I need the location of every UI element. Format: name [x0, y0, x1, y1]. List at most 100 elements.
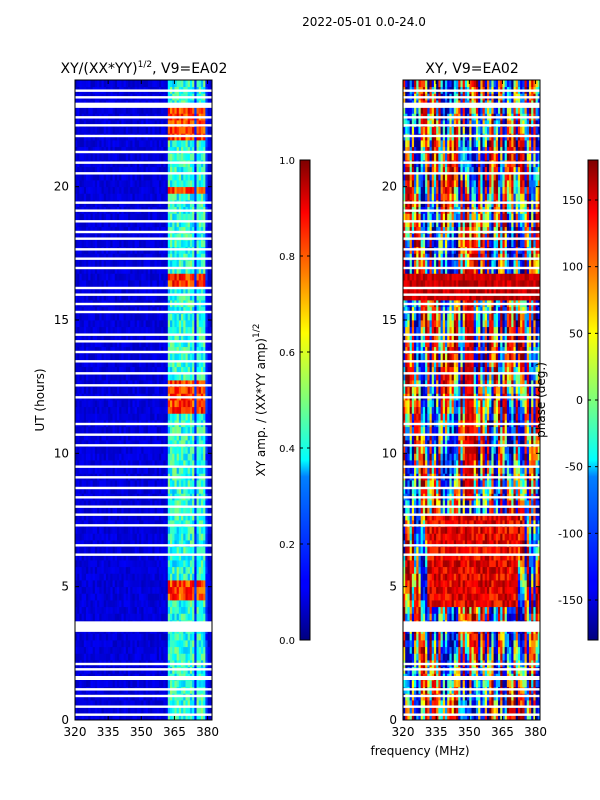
- amplitude-cell: [156, 560, 160, 568]
- amplitude-cell: [97, 633, 100, 641]
- amplitude-cell: [103, 180, 107, 188]
- amplitude-cell: [132, 633, 136, 641]
- amplitude-cell: [79, 453, 83, 461]
- amplitude-cell: [167, 213, 171, 221]
- amplitude-cell: [130, 520, 133, 528]
- amplitude-cell: [81, 533, 85, 541]
- amplitude-cell: [196, 513, 200, 521]
- amplitude-cell: [123, 380, 127, 388]
- amplitude-cell: [145, 646, 149, 654]
- amplitude-cell: [99, 600, 102, 608]
- amplitude-cell: [172, 706, 175, 714]
- amplitude-cell: [94, 546, 98, 554]
- amplitude-cell: [170, 306, 173, 314]
- amplitude-cell: [163, 440, 166, 448]
- amplitude-cell: [161, 320, 164, 328]
- amplitude-cell: [196, 373, 200, 381]
- amplitude-cell: [77, 273, 80, 281]
- amplitude-cell: [194, 553, 197, 561]
- amplitude-cell: [110, 613, 113, 621]
- amplitude-cell: [77, 280, 80, 288]
- amplitude-cell: [141, 680, 144, 688]
- amplitude-cell: [187, 653, 191, 661]
- amplitude-cell: [167, 460, 171, 468]
- amplitude-cell: [125, 193, 129, 201]
- amplitude-cell: [90, 440, 94, 448]
- amplitude-cell: [198, 553, 202, 561]
- amplitude-cell: [194, 706, 197, 714]
- amplitude-cell: [156, 486, 160, 494]
- amplitude-cell: [152, 320, 155, 328]
- amplitude-cell: [94, 446, 98, 454]
- amplitude-cell: [97, 346, 100, 354]
- amplitude-cell: [141, 713, 144, 720]
- amplitude-cell: [172, 253, 175, 261]
- amplitude-cell: [114, 646, 118, 654]
- amplitude-cell: [156, 413, 160, 421]
- amplitude-cell: [194, 466, 197, 474]
- amplitude-cell: [183, 266, 186, 274]
- amplitude-cell: [125, 606, 129, 614]
- amplitude-cell: [141, 566, 144, 574]
- amplitude-cell: [94, 613, 98, 621]
- amplitude-cell: [112, 346, 116, 354]
- amplitude-cell: [79, 253, 83, 261]
- amplitude-cell: [132, 240, 136, 248]
- amplitude-cell: [136, 386, 140, 394]
- amplitude-cell: [172, 193, 175, 201]
- amplitude-cell: [145, 333, 149, 341]
- amplitude-cell: [161, 560, 164, 568]
- amplitude-cell: [150, 480, 153, 488]
- amplitude-cell: [176, 573, 180, 581]
- amplitude-cell: [183, 533, 186, 541]
- amplitude-cell: [81, 553, 85, 561]
- amplitude-cell: [123, 506, 127, 514]
- amplitude-cell: [174, 273, 178, 281]
- amplitude-cell: [119, 180, 122, 188]
- amplitude-cell: [141, 553, 144, 561]
- amplitude-cell: [90, 253, 94, 261]
- amplitude-cell: [143, 680, 147, 688]
- amplitude-cell: [116, 560, 120, 568]
- amplitude-cell: [174, 326, 178, 334]
- amplitude-cell: [110, 540, 113, 548]
- amplitude-cell: [198, 706, 202, 714]
- amplitude-cell: [112, 360, 116, 368]
- amplitude-cell: [141, 546, 144, 554]
- amplitude-cell: [189, 413, 193, 421]
- amplitude-cell: [88, 546, 91, 554]
- amplitude-cell: [176, 293, 180, 301]
- amplitude-cell: [200, 226, 204, 234]
- amplitude-cell: [167, 713, 171, 720]
- amplitude-cell: [203, 266, 206, 274]
- amplitude-cell: [86, 313, 89, 321]
- amplitude-cell: [150, 600, 153, 608]
- amplitude-cell: [183, 646, 186, 654]
- amplitude-cell: [134, 520, 138, 528]
- amplitude-cell: [163, 646, 166, 654]
- amplitude-cell: [209, 313, 212, 321]
- amplitude-cell: [81, 680, 85, 688]
- amplitude-cell: [119, 653, 122, 661]
- amplitude-cell: [97, 613, 100, 621]
- amplitude-cell: [119, 486, 122, 494]
- amplitude-cell: [105, 560, 109, 568]
- amplitude-cell: [170, 253, 173, 261]
- amplitude-cell: [101, 593, 105, 601]
- amplitude-cell: [158, 433, 162, 441]
- amplitude-cell: [90, 633, 94, 641]
- amplitude-cell: [161, 226, 164, 234]
- amplitude-cell: [139, 613, 142, 621]
- amplitude-cell: [187, 540, 191, 548]
- amplitude-cell: [94, 366, 98, 374]
- amplitude-cell: [150, 713, 153, 720]
- amplitude-cell: [94, 340, 98, 348]
- amplitude-cell: [81, 440, 85, 448]
- amplitude-panel: XY/(XX*YY)1/2, V9=EA02 320 335 350 365 38005…: [33, 60, 227, 739]
- amplitude-cell: [90, 340, 94, 348]
- amplitude-cell: [189, 286, 193, 294]
- amplitude-cell: [176, 580, 180, 588]
- amplitude-cell: [136, 253, 140, 261]
- amplitude-cell: [156, 273, 160, 281]
- amplitude-cell: [170, 640, 173, 648]
